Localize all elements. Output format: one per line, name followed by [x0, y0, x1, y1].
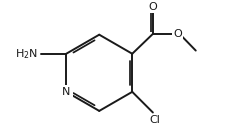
Text: O: O [149, 2, 157, 12]
Text: O: O [173, 29, 182, 39]
Text: $\mathregular{H_2N}$: $\mathregular{H_2N}$ [16, 47, 39, 61]
Text: Cl: Cl [149, 115, 160, 125]
Text: N: N [62, 87, 70, 97]
